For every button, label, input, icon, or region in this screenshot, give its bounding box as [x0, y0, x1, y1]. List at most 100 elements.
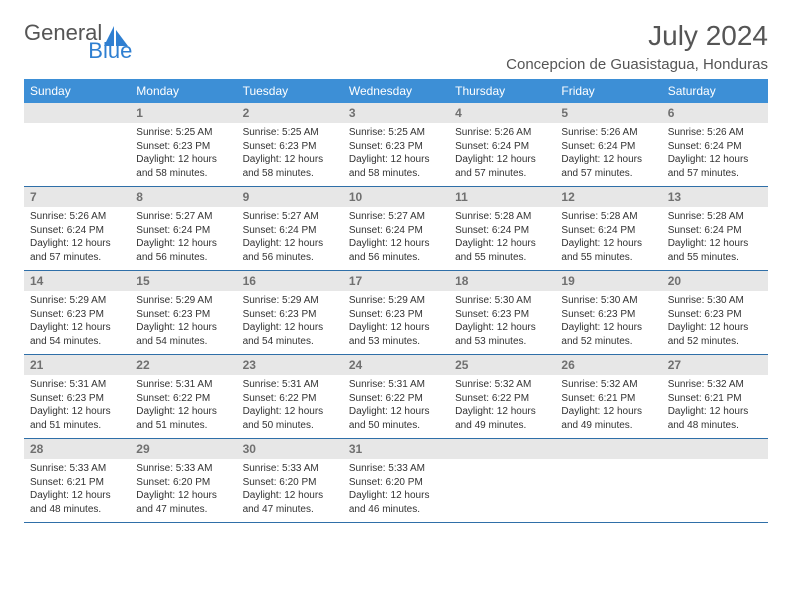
sunset-line: Sunset: 6:20 PM [243, 476, 337, 490]
day-content: Sunrise: 5:28 AMSunset: 6:24 PMDaylight:… [449, 207, 555, 270]
daylight-line: Daylight: 12 hours and 46 minutes. [349, 489, 443, 516]
daylight-line: Daylight: 12 hours and 55 minutes. [561, 237, 655, 264]
day-content: Sunrise: 5:27 AMSunset: 6:24 PMDaylight:… [343, 207, 449, 270]
day-number: 4 [449, 103, 555, 123]
day-content: Sunrise: 5:31 AMSunset: 6:22 PMDaylight:… [237, 375, 343, 438]
sunset-line: Sunset: 6:24 PM [455, 224, 549, 238]
weekday-saturday: Saturday [662, 79, 768, 103]
day-number: 1 [130, 103, 236, 123]
day-number: 6 [662, 103, 768, 123]
day-number: 5 [555, 103, 661, 123]
daylight-line: Daylight: 12 hours and 48 minutes. [30, 489, 124, 516]
sunrise-line: Sunrise: 5:27 AM [243, 210, 337, 224]
title-block: July 2024 Concepcion de Guasistagua, Hon… [506, 20, 768, 73]
day-number: 31 [343, 439, 449, 459]
day-number: 23 [237, 355, 343, 375]
sunrise-line: Sunrise: 5:25 AM [349, 126, 443, 140]
daylight-line: Daylight: 12 hours and 58 minutes. [349, 153, 443, 180]
day-number [449, 439, 555, 459]
sunrise-line: Sunrise: 5:33 AM [136, 462, 230, 476]
day-number: 2 [237, 103, 343, 123]
day-cell: 17Sunrise: 5:29 AMSunset: 6:23 PMDayligh… [343, 271, 449, 355]
day-cell: 12Sunrise: 5:28 AMSunset: 6:24 PMDayligh… [555, 187, 661, 271]
day-cell: 7Sunrise: 5:26 AMSunset: 6:24 PMDaylight… [24, 187, 130, 271]
sunset-line: Sunset: 6:24 PM [30, 224, 124, 238]
daylight-line: Daylight: 12 hours and 57 minutes. [561, 153, 655, 180]
sunrise-line: Sunrise: 5:30 AM [561, 294, 655, 308]
sunset-line: Sunset: 6:24 PM [668, 140, 762, 154]
day-content: Sunrise: 5:32 AMSunset: 6:22 PMDaylight:… [449, 375, 555, 438]
sunset-line: Sunset: 6:20 PM [349, 476, 443, 490]
day-cell: 31 Sunrise: 5:33 AMSunset: 6:20 PMDayligh… [343, 439, 449, 523]
daylight-line: Daylight: 12 hours and 57 minutes. [30, 237, 124, 264]
day-number: 12 [555, 187, 661, 207]
sunrise-line: Sunrise: 5:29 AM [30, 294, 124, 308]
day-content: Sunrise: 5:29 AMSunset: 6:23 PMDaylight:… [237, 291, 343, 354]
day-cell: 20Sunrise: 5:30 AMSunset: 6:23 PMDayligh… [662, 271, 768, 355]
sunset-line: Sunset: 6:22 PM [243, 392, 337, 406]
day-content: Sunrise: 5:30 AMSunset: 6:23 PMDaylight:… [662, 291, 768, 354]
day-cell: 22Sunrise: 5:31 AMSunset: 6:22 PMDayligh… [130, 355, 236, 439]
sunset-line: Sunset: 6:21 PM [668, 392, 762, 406]
daylight-line: Daylight: 12 hours and 47 minutes. [136, 489, 230, 516]
day-cell: 2Sunrise: 5:25 AMSunset: 6:23 PMDaylight… [237, 103, 343, 187]
sunset-line: Sunset: 6:23 PM [136, 140, 230, 154]
day-content: Sunrise: 5:33 AMSunset: 6:21 PMDaylight:… [24, 459, 130, 522]
day-number: 21 [24, 355, 130, 375]
sunset-line: Sunset: 6:21 PM [561, 392, 655, 406]
day-cell: 5Sunrise: 5:26 AMSunset: 6:24 PMDaylight… [555, 103, 661, 187]
day-cell: 26Sunrise: 5:32 AMSunset: 6:21 PMDayligh… [555, 355, 661, 439]
daylight-line: Daylight: 12 hours and 58 minutes. [136, 153, 230, 180]
daylight-line: Daylight: 12 hours and 47 minutes. [243, 489, 337, 516]
day-cell: 1Sunrise: 5:25 AMSunset: 6:23 PMDaylight… [130, 103, 236, 187]
sunrise-line: Sunrise: 5:33 AM [30, 462, 124, 476]
weekday-header-row: SundayMondayTuesdayWednesdayThursdayFrid… [24, 79, 768, 103]
sunset-line: Sunset: 6:21 PM [30, 476, 124, 490]
day-number: 17 [343, 271, 449, 291]
day-cell: 6Sunrise: 5:26 AMSunset: 6:24 PMDaylight… [662, 103, 768, 187]
day-number: 24 [343, 355, 449, 375]
empty-cell [662, 439, 768, 523]
day-number [662, 439, 768, 459]
day-number: 30 [237, 439, 343, 459]
sunrise-line: Sunrise: 5:29 AM [136, 294, 230, 308]
sunrise-line: Sunrise: 5:26 AM [668, 126, 762, 140]
logo-word-blue: Blue [88, 38, 132, 64]
day-number: 20 [662, 271, 768, 291]
day-content: Sunrise: 5:28 AMSunset: 6:24 PMDaylight:… [662, 207, 768, 270]
daylight-line: Daylight: 12 hours and 54 minutes. [243, 321, 337, 348]
day-cell: 14Sunrise: 5:29 AMSunset: 6:23 PMDayligh… [24, 271, 130, 355]
sunset-line: Sunset: 6:23 PM [668, 308, 762, 322]
sunrise-line: Sunrise: 5:26 AM [455, 126, 549, 140]
sunset-line: Sunset: 6:24 PM [136, 224, 230, 238]
daylight-line: Daylight: 12 hours and 53 minutes. [455, 321, 549, 348]
daylight-line: Daylight: 12 hours and 48 minutes. [668, 405, 762, 432]
sunrise-line: Sunrise: 5:33 AM [349, 462, 443, 476]
sunset-line: Sunset: 6:23 PM [30, 392, 124, 406]
sunset-line: Sunset: 6:20 PM [136, 476, 230, 490]
month-title: July 2024 [506, 20, 768, 52]
sunset-line: Sunset: 6:23 PM [561, 308, 655, 322]
day-content: Sunrise: 5:28 AMSunset: 6:24 PMDaylight:… [555, 207, 661, 270]
sunset-line: Sunset: 6:23 PM [349, 140, 443, 154]
calendar-body: 1Sunrise: 5:25 AMSunset: 6:23 PMDaylight… [24, 103, 768, 523]
location-label: Concepcion de Guasistagua, Honduras [506, 56, 768, 73]
day-number: 14 [24, 271, 130, 291]
daylight-line: Daylight: 12 hours and 54 minutes. [30, 321, 124, 348]
day-content: Sunrise: 5:32 AMSunset: 6:21 PMDaylight:… [662, 375, 768, 438]
day-cell: 19Sunrise: 5:30 AMSunset: 6:23 PMDayligh… [555, 271, 661, 355]
sunset-line: Sunset: 6:24 PM [561, 224, 655, 238]
day-number: 9 [237, 187, 343, 207]
day-content: Sunrise: 5:26 AMSunset: 6:24 PMDaylight:… [662, 123, 768, 186]
daylight-line: Daylight: 12 hours and 50 minutes. [243, 405, 337, 432]
day-cell: 30Sunrise: 5:33 AMSunset: 6:20 PMDayligh… [237, 439, 343, 523]
day-cell: 4Sunrise: 5:26 AMSunset: 6:24 PMDaylight… [449, 103, 555, 187]
day-number: 8 [130, 187, 236, 207]
daylight-line: Daylight: 12 hours and 49 minutes. [455, 405, 549, 432]
sunrise-line: Sunrise: 5:32 AM [561, 378, 655, 392]
weekday-tuesday: Tuesday [237, 79, 343, 103]
day-number: 16 [237, 271, 343, 291]
sunrise-line: Sunrise: 5:28 AM [455, 210, 549, 224]
day-content: Sunrise: 5:33 AMSunset: 6:20 PMDaylight:… [130, 459, 236, 522]
day-content [555, 459, 661, 520]
